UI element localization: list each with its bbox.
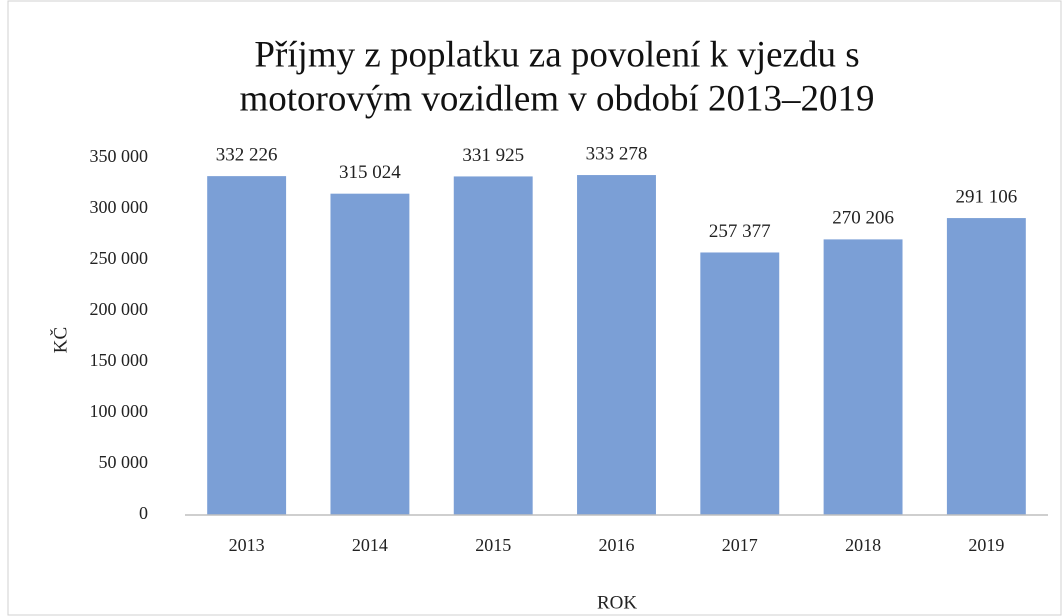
x-tick-label: 2019 [968, 535, 1004, 555]
data-label: 257 377 [709, 221, 771, 242]
bar [946, 218, 1026, 515]
bar [700, 252, 780, 515]
x-tick-label: 2014 [352, 535, 388, 555]
data-label: 315 024 [339, 162, 401, 183]
x-tick-label: 2017 [722, 535, 758, 555]
y-tick-label: 250 000 [90, 248, 149, 268]
data-label: 333 278 [586, 143, 648, 164]
y-tick-label: 100 000 [90, 401, 149, 421]
data-label: 331 925 [462, 145, 524, 166]
data-label: 291 106 [955, 186, 1017, 207]
bar [823, 239, 903, 515]
y-tick-label: 0 [139, 503, 148, 523]
y-axis-title: KČ [49, 327, 71, 353]
bar [453, 176, 533, 515]
x-tick-label: 2013 [229, 535, 265, 555]
y-tick-label: 350 000 [90, 146, 149, 166]
bar [330, 193, 410, 515]
bar [207, 176, 287, 515]
data-label: 332 226 [216, 144, 278, 165]
x-tick-label: 2015 [475, 535, 511, 555]
x-tick-label: 2018 [845, 535, 881, 555]
chart-title: Příjmy z poplatku za povolení k vjezdu s [254, 34, 859, 75]
bar [577, 175, 656, 515]
x-axis-title: ROK [597, 592, 637, 613]
x-tick-label: 2016 [599, 535, 635, 555]
y-tick-label: 150 000 [90, 350, 149, 370]
data-label: 270 206 [832, 208, 894, 229]
y-tick-label: 200 000 [90, 299, 149, 319]
chart-title: motorovým vozidlem v období 2013–2019 [239, 78, 874, 119]
y-tick-label: 300 000 [90, 197, 149, 217]
y-tick-label: 50 000 [99, 452, 149, 472]
